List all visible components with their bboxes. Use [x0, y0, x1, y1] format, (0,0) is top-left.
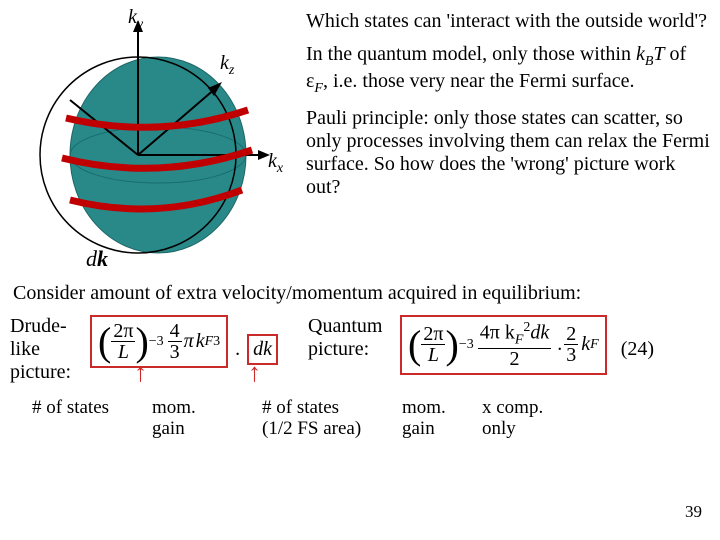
quantum-box: ( 2πL ) −3 4π kF2dk 2 . 23 kF	[400, 315, 607, 375]
drude-equation-group: ( 2πL ) −3 43 π kF3 . dk ↑ ↑	[90, 315, 278, 368]
annot-q-states: # of states (1/2 FS area)	[262, 398, 402, 440]
equation-number: (24)	[621, 338, 654, 361]
annot-q-xcomp: x comp. only	[482, 398, 572, 440]
diagram-svg	[10, 10, 300, 270]
drude-dot: .	[233, 338, 242, 360]
quantum-label: Quantum picture:	[308, 315, 392, 361]
paragraph-question: Which states can 'interact with the outs…	[306, 10, 710, 33]
drude-label: Drude- like picture:	[10, 315, 82, 384]
annot-drude-mom: mom. gain	[152, 398, 242, 440]
dk-label: dk	[86, 246, 108, 272]
arrow-icon: ↑	[134, 365, 147, 381]
paragraph-quantum-model: In the quantum model, only those within …	[306, 43, 710, 97]
quantum-equation-group: ( 2πL ) −3 4π kF2dk 2 . 23 kF	[400, 315, 607, 375]
consider-line: Consider amount of extra velocity/moment…	[13, 282, 710, 305]
fermi-sphere-diagram: ky kz kx dk	[10, 10, 300, 270]
slide-number: 39	[685, 502, 702, 522]
annotations-row: # of states mom. gain # of states (1/2 F…	[10, 398, 710, 440]
axis-label-ky: ky	[128, 6, 143, 33]
annot-q-mom: mom. gain	[402, 398, 482, 440]
paragraph-pauli: Pauli principle: only those states can s…	[306, 107, 710, 199]
arrow-icon: ↑	[248, 365, 261, 381]
equations-row: Drude- like picture: ( 2πL ) −3 43 π kF3…	[10, 315, 710, 384]
axis-label-kx: kx	[268, 150, 283, 177]
annot-drude-states: # of states	[32, 398, 152, 440]
drude-box-1: ( 2πL ) −3 43 π kF3	[90, 315, 228, 368]
axis-label-kz: kz	[220, 52, 234, 79]
